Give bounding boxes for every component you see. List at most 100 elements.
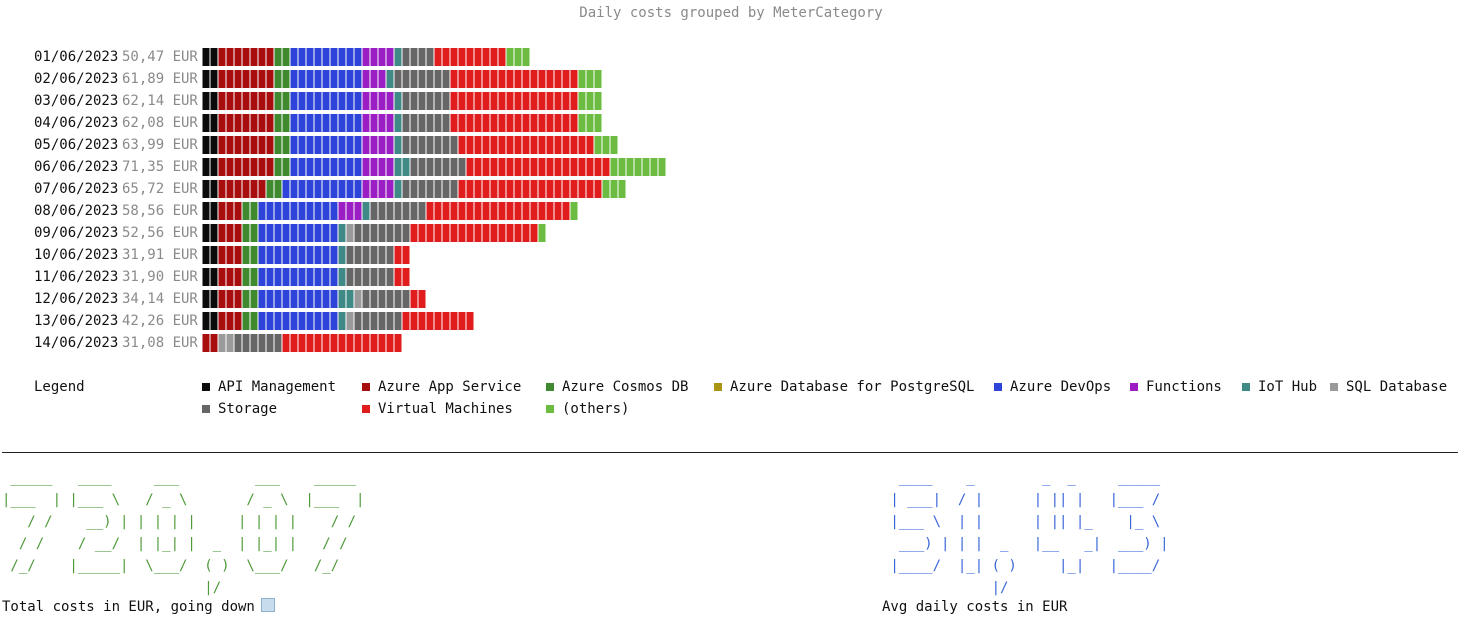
legend-swatch bbox=[1242, 383, 1250, 391]
bar-block-azure-devops bbox=[314, 312, 322, 330]
bar-block-virtual-machines bbox=[554, 70, 562, 88]
row-date: 13/06/2023 bbox=[34, 313, 119, 329]
bar-block-azure-devops bbox=[338, 48, 346, 66]
bar-block-storage bbox=[386, 224, 394, 242]
row-total: 63,99 EUR bbox=[122, 137, 198, 153]
bar-block-azure-devops bbox=[266, 246, 274, 264]
bar-block-storage bbox=[354, 312, 362, 330]
bar-block-virtual-machines bbox=[554, 202, 562, 220]
bar-block-storage bbox=[370, 202, 378, 220]
bar-block-storage bbox=[442, 114, 450, 132]
bar-block-azure-app-service bbox=[226, 48, 234, 66]
bar-block-azure-app-service bbox=[218, 92, 226, 110]
bar-block-azure-app-service bbox=[266, 158, 274, 176]
bar-block-virtual-machines bbox=[554, 114, 562, 132]
row-date: 05/06/2023 bbox=[34, 137, 119, 153]
legend-item-label: (others) bbox=[562, 401, 630, 417]
bar-block-others bbox=[594, 136, 602, 154]
bar-block-functions bbox=[386, 48, 394, 66]
bar-block-azure-devops bbox=[314, 224, 322, 242]
bar-block-azure-app-service bbox=[242, 92, 250, 110]
bar-block-storage bbox=[394, 312, 402, 330]
bar-block-storage bbox=[378, 290, 386, 308]
bar-block-azure-devops bbox=[290, 202, 298, 220]
bar-block-storage bbox=[362, 224, 370, 242]
bar-block-virtual-machines bbox=[450, 48, 458, 66]
bar-block-storage bbox=[450, 136, 458, 154]
bar-block-azure-devops bbox=[354, 48, 362, 66]
bar-block-azure-devops bbox=[314, 70, 322, 88]
bar-block-virtual-machines bbox=[490, 136, 498, 154]
bar-block-functions bbox=[386, 92, 394, 110]
bar-block-virtual-machines bbox=[386, 334, 394, 352]
bar-block-azure-devops bbox=[354, 92, 362, 110]
bar-block-virtual-machines bbox=[570, 158, 578, 176]
bar-block-azure-devops bbox=[322, 114, 330, 132]
bar-block-azure-app-service bbox=[234, 48, 242, 66]
bar-block-virtual-machines bbox=[578, 180, 586, 198]
bar-block-azure-app-service bbox=[226, 268, 234, 286]
bar-block-storage bbox=[370, 246, 378, 264]
bar-block-storage bbox=[394, 202, 402, 220]
bar-block-virtual-machines bbox=[506, 180, 514, 198]
bar-block-virtual-machines bbox=[346, 334, 354, 352]
row-total: 71,35 EUR bbox=[122, 159, 198, 175]
bar-block-azure-devops bbox=[330, 70, 338, 88]
bar-block-virtual-machines bbox=[546, 70, 554, 88]
bar-block-functions bbox=[362, 114, 370, 132]
bar-block-storage bbox=[442, 92, 450, 110]
row-total: 31,91 EUR bbox=[122, 247, 198, 263]
bar-block-azure-devops bbox=[282, 180, 290, 198]
bar-block-others bbox=[618, 158, 626, 176]
bar-block-azure-cosmos-db bbox=[242, 224, 250, 242]
bar-block-azure-devops bbox=[282, 202, 290, 220]
bar-block-virtual-machines bbox=[530, 114, 538, 132]
bar-block-storage bbox=[458, 158, 466, 176]
bar-block-azure-app-service bbox=[226, 92, 234, 110]
bar-block-azure-app-service bbox=[242, 158, 250, 176]
bar-block-others bbox=[634, 158, 642, 176]
legend-item: IoT Hub bbox=[1242, 378, 1317, 396]
bar-block-azure-devops bbox=[282, 290, 290, 308]
bar-block-azure-app-service bbox=[266, 70, 274, 88]
bar-block-azure-devops bbox=[306, 290, 314, 308]
bar-block-azure-devops bbox=[346, 136, 354, 154]
bar-block-virtual-machines bbox=[490, 180, 498, 198]
bar-block-azure-app-service bbox=[218, 180, 226, 198]
bar-block-virtual-machines bbox=[458, 70, 466, 88]
bar-block-virtual-machines bbox=[418, 290, 426, 308]
legend-item-label: Virtual Machines bbox=[378, 401, 513, 417]
bar-block-virtual-machines bbox=[594, 158, 602, 176]
bar-block-azure-app-service bbox=[266, 114, 274, 132]
bar-block-azure-devops bbox=[338, 136, 346, 154]
bar-block-storage bbox=[378, 268, 386, 286]
bar-block-azure-cosmos-db bbox=[282, 158, 290, 176]
bar-block-azure-devops bbox=[258, 312, 266, 330]
row-total: 58,56 EUR bbox=[122, 203, 198, 219]
bar-block-azure-devops bbox=[298, 202, 306, 220]
bar-block-virtual-machines bbox=[474, 70, 482, 88]
bar-block-storage bbox=[386, 202, 394, 220]
row-date: 03/06/2023 bbox=[34, 93, 119, 109]
bar-block-virtual-machines bbox=[506, 202, 514, 220]
bar-block-azure-cosmos-db bbox=[274, 92, 282, 110]
bar-block-storage bbox=[402, 92, 410, 110]
bar-block-azure-cosmos-db bbox=[250, 224, 258, 242]
bar-block-storage bbox=[346, 246, 354, 264]
bar-block-azure-devops bbox=[306, 114, 314, 132]
bar-block-azure-app-service bbox=[218, 246, 226, 264]
row-total: 65,72 EUR bbox=[122, 181, 198, 197]
bar-block-virtual-machines bbox=[394, 334, 402, 352]
row-date: 02/06/2023 bbox=[34, 71, 119, 87]
row-date: 14/06/2023 bbox=[34, 335, 119, 351]
bar-block-virtual-machines bbox=[498, 48, 506, 66]
bar-block-virtual-machines bbox=[490, 92, 498, 110]
bar-block-azure-app-service bbox=[250, 92, 258, 110]
bar-block-virtual-machines bbox=[586, 158, 594, 176]
bar-block-virtual-machines bbox=[514, 158, 522, 176]
bar-block-azure-app-service bbox=[218, 136, 226, 154]
bar-block-others bbox=[610, 180, 618, 198]
bar-block-virtual-machines bbox=[514, 92, 522, 110]
bar-block-virtual-machines bbox=[418, 312, 426, 330]
row-total: 31,08 EUR bbox=[122, 335, 198, 351]
